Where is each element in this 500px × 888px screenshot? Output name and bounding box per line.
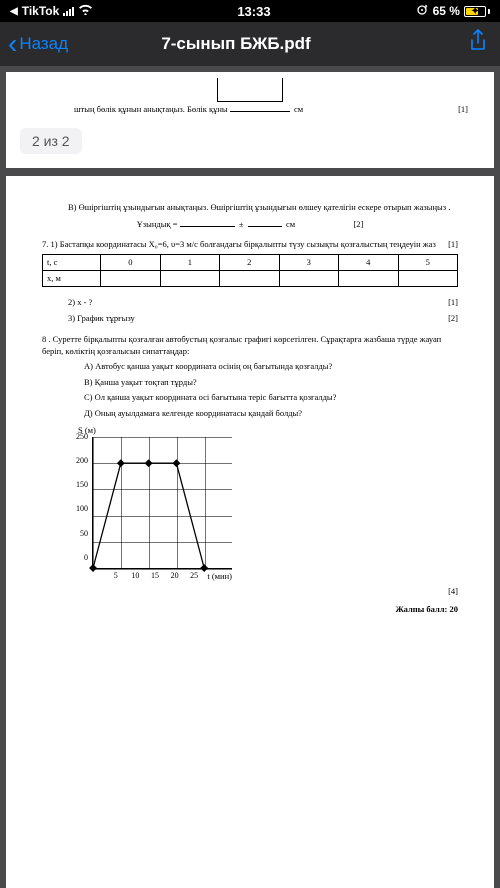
cell: 4: [339, 255, 398, 271]
blank-field: [230, 104, 290, 112]
tick: 0: [76, 553, 88, 564]
tick: 20: [165, 571, 185, 582]
mark: [1]: [458, 104, 468, 114]
text: 2) x - ?: [68, 297, 92, 307]
length-formula: Ұзындық = ± см [2]: [42, 219, 458, 230]
motion-chart: S (м) 250 200 150 100 50 0: [76, 425, 458, 582]
page-counter-pill: 2 из 2: [20, 128, 82, 154]
tick: 100: [76, 504, 88, 515]
tick: 10: [126, 571, 146, 582]
status-left: ◀ TikTok: [10, 4, 93, 18]
question-8-intro: 8 . Суретте бірқалыпты қозғалған автобус…: [42, 334, 458, 357]
status-right: 65 % ✦: [415, 3, 490, 20]
row-header: x, м: [43, 271, 101, 287]
text: штың бөлік құнын анықтаңыз. Бөлік құны: [74, 104, 228, 114]
blank-field: [248, 219, 282, 227]
series: [93, 437, 232, 568]
x-ticks: 5 10 15 20 25 t (мин): [92, 571, 232, 582]
x-axis-label: t (мин): [204, 571, 232, 582]
y-ticks: 250 200 150 100 50 0: [76, 432, 92, 564]
pdf-viewer[interactable]: штың бөлік құнын анықтаңыз. Бөлік құны с…: [0, 66, 500, 888]
share-button[interactable]: [464, 29, 492, 59]
total-score: Жалпы балл: 20: [42, 604, 458, 615]
unit: см: [286, 219, 295, 229]
length-label: Ұзындық =: [137, 219, 178, 229]
mark: [2]: [353, 219, 363, 229]
question-8a: A) Автобус қанша уақыт координата осінің…: [84, 361, 458, 372]
cell: 2: [220, 255, 279, 271]
cell: 0: [101, 255, 160, 271]
tick: 150: [76, 480, 88, 491]
unit: см: [294, 104, 303, 114]
blank-field: [180, 219, 235, 227]
text: 7. 1) Бастапқы координатасы X₀=6, υ=3 м/…: [42, 239, 436, 249]
text: 3) График тұрғызу: [68, 313, 135, 323]
cell: [220, 271, 279, 287]
cell: [160, 271, 219, 287]
mark: [1]: [448, 297, 458, 308]
tick: 25: [184, 571, 204, 582]
back-to-app-label[interactable]: TikTok: [22, 4, 60, 18]
document-title: 7-сынып БЖБ.pdf: [8, 34, 464, 54]
status-time: 13:33: [237, 4, 270, 19]
tick: 15: [145, 571, 165, 582]
plus-minus: ±: [239, 219, 244, 229]
battery-icon: ✦: [464, 6, 490, 17]
cell: [398, 271, 457, 287]
mark: [1]: [448, 239, 458, 250]
mark: [2]: [448, 313, 458, 324]
plot-area: [92, 437, 232, 569]
cell: 1: [160, 255, 219, 271]
question-b: B) Өшіргіштің ұзындығын анықтаңыз. Өшірг…: [42, 202, 458, 213]
table-row: x, м: [43, 271, 458, 287]
question-8d: Д) Оның ауылдамаға келгенде координатасы…: [84, 408, 458, 419]
question-8b: B) Қанша уақыт тоқтап тұрды?: [84, 377, 458, 388]
data-table: t, с 0 1 2 3 4 5 x, м: [42, 254, 458, 287]
wifi-icon: [78, 4, 93, 18]
question-7-2: [1] 2) x - ?: [42, 297, 458, 308]
y-axis-label: S (м): [78, 425, 458, 436]
measurement-box: [217, 78, 283, 102]
tick: 5: [106, 571, 126, 582]
question-7-1: [1] 7. 1) Бастапқы координатасы X₀=6, υ=…: [42, 239, 458, 250]
nav-header: ‹ Назад 7-сынып БЖБ.pdf: [0, 22, 500, 66]
page-2: B) Өшіргіштің ұзындығын анықтаңыз. Өшірг…: [6, 176, 494, 888]
tick: 50: [76, 529, 88, 540]
table-row: t, с 0 1 2 3 4 5: [43, 255, 458, 271]
battery-pct: 65 %: [433, 4, 460, 18]
cell: [339, 271, 398, 287]
orientation-lock-icon: [415, 3, 429, 20]
tick: 250: [76, 432, 88, 443]
cellular-signal-icon: [63, 6, 74, 16]
cell: [101, 271, 160, 287]
question-8c: C) Ол қанша уақыт координата осі бағытын…: [84, 392, 458, 403]
cell: 3: [279, 255, 338, 271]
status-bar: ◀ TikTok 13:33 65 % ✦: [0, 0, 500, 22]
page-1-bottom: штың бөлік құнын анықтаңыз. Бөлік құны с…: [6, 72, 494, 168]
tick: 200: [76, 456, 88, 467]
question-8-mark: [4]: [42, 586, 458, 597]
cell: 5: [398, 255, 457, 271]
question-7-3: [2] 3) График тұрғызу: [42, 313, 458, 324]
back-to-app-icon[interactable]: ◀: [10, 6, 18, 17]
row-header: t, с: [43, 255, 101, 271]
cell: [279, 271, 338, 287]
